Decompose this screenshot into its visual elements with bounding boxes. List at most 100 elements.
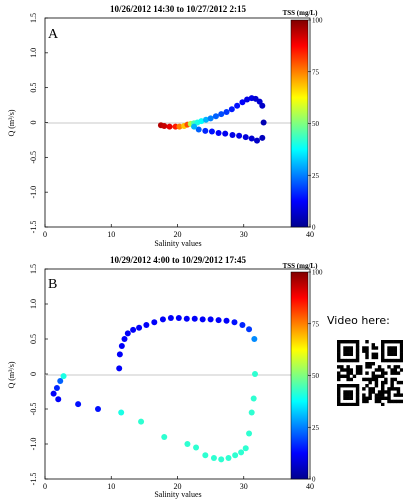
qr-module bbox=[355, 393, 360, 397]
data-point bbox=[232, 452, 239, 459]
qr-module bbox=[390, 368, 394, 372]
qr-module bbox=[374, 374, 379, 379]
qr-module bbox=[381, 396, 385, 401]
qr-module bbox=[374, 380, 379, 385]
data-point bbox=[207, 115, 214, 122]
qr-module bbox=[343, 393, 347, 397]
y-tick-label: 1.5 bbox=[29, 13, 38, 23]
qr-module bbox=[387, 399, 391, 404]
data-point bbox=[191, 315, 198, 322]
data-point bbox=[95, 406, 101, 412]
qr-module bbox=[368, 393, 372, 397]
qr-module bbox=[352, 340, 357, 344]
qr-module bbox=[368, 396, 372, 401]
y-tick-label: 0 bbox=[29, 372, 38, 376]
qr-module bbox=[399, 349, 404, 353]
qr-module bbox=[393, 365, 398, 369]
data-point bbox=[218, 111, 225, 118]
data-point bbox=[161, 434, 168, 440]
y-tick-label: 1.5 bbox=[29, 264, 38, 274]
data-point bbox=[166, 123, 173, 130]
data-point bbox=[239, 322, 246, 328]
video-qr-code[interactable] bbox=[337, 340, 404, 407]
data-point bbox=[116, 365, 123, 372]
qr-module bbox=[387, 393, 391, 397]
qr-module bbox=[399, 380, 404, 385]
qr-module bbox=[355, 368, 360, 372]
data-point bbox=[208, 128, 215, 135]
qr-module bbox=[337, 396, 341, 401]
qr-module bbox=[340, 402, 344, 407]
qr-module bbox=[337, 352, 341, 357]
data-point bbox=[118, 343, 125, 349]
qr-module bbox=[393, 399, 398, 404]
qr-module bbox=[399, 352, 404, 357]
qr-module bbox=[346, 358, 350, 363]
qr-module bbox=[374, 368, 379, 372]
qr-module bbox=[355, 340, 360, 344]
qr-module bbox=[381, 380, 385, 385]
data-point bbox=[193, 444, 200, 451]
qr-module bbox=[349, 368, 354, 372]
y-tick-label: 1.0 bbox=[29, 299, 38, 309]
qr-module bbox=[396, 340, 401, 344]
colorbar-tick-label: 25 bbox=[312, 172, 320, 180]
qr-module bbox=[381, 390, 385, 394]
data-point bbox=[250, 395, 257, 402]
data-point bbox=[184, 441, 191, 447]
panel-b-x-ticks: 0 10 20 30 40 bbox=[43, 476, 314, 491]
panel-b-y-axis-label: Q (m³/s) bbox=[7, 361, 16, 388]
data-point bbox=[50, 390, 57, 397]
data-point bbox=[238, 449, 245, 456]
qr-module bbox=[362, 399, 366, 404]
qr-module bbox=[355, 399, 360, 404]
qr-module bbox=[349, 371, 354, 375]
qr-module bbox=[374, 399, 379, 404]
data-point bbox=[167, 315, 174, 321]
panel-a-points bbox=[157, 95, 267, 144]
colorbar-tick-label: 75 bbox=[312, 68, 320, 76]
qr-module bbox=[349, 346, 354, 350]
colorbar-tick-label: 50 bbox=[312, 120, 320, 128]
qr-module bbox=[384, 377, 388, 382]
panel-b-points bbox=[50, 315, 259, 463]
colorbar-tick-label: 100 bbox=[312, 17, 323, 25]
qr-module bbox=[390, 340, 394, 344]
qr-module bbox=[349, 377, 354, 382]
video-here-label: Video here: bbox=[327, 314, 390, 327]
qr-module bbox=[365, 384, 369, 388]
qr-module bbox=[337, 358, 341, 363]
qr-module bbox=[343, 402, 347, 407]
qr-module bbox=[346, 393, 350, 397]
qr-module bbox=[371, 343, 376, 347]
colorbar-tick-label: 25 bbox=[312, 424, 320, 432]
data-point bbox=[251, 336, 258, 342]
data-point bbox=[57, 378, 64, 384]
qr-module bbox=[381, 387, 385, 391]
qr-module bbox=[384, 380, 388, 385]
data-point bbox=[246, 326, 253, 333]
data-point bbox=[244, 96, 251, 103]
panel-a-colorbar-ticks: 100 75 50 25 0 bbox=[308, 17, 323, 232]
x-tick-label: 10 bbox=[107, 482, 115, 491]
qr-module bbox=[368, 365, 372, 369]
qr-module bbox=[381, 402, 385, 407]
qr-module bbox=[346, 368, 350, 372]
qr-module bbox=[343, 352, 347, 357]
x-tick-label: 30 bbox=[240, 230, 248, 239]
qr-module bbox=[337, 399, 341, 404]
qr-module bbox=[377, 390, 382, 394]
panel-a-x-ticks: 0 10 20 30 40 bbox=[43, 224, 314, 239]
qr-module bbox=[365, 396, 369, 401]
data-point bbox=[260, 119, 267, 126]
qr-module bbox=[384, 371, 388, 375]
qr-module bbox=[340, 365, 344, 369]
y-tick-label: 0.5 bbox=[29, 334, 38, 344]
qr-module bbox=[349, 396, 354, 401]
qr-module bbox=[343, 374, 347, 379]
qr-module bbox=[371, 387, 376, 391]
qr-module bbox=[365, 355, 369, 360]
panel-b-x-axis-label: Salinity values bbox=[154, 490, 201, 499]
qr-module bbox=[381, 349, 385, 353]
